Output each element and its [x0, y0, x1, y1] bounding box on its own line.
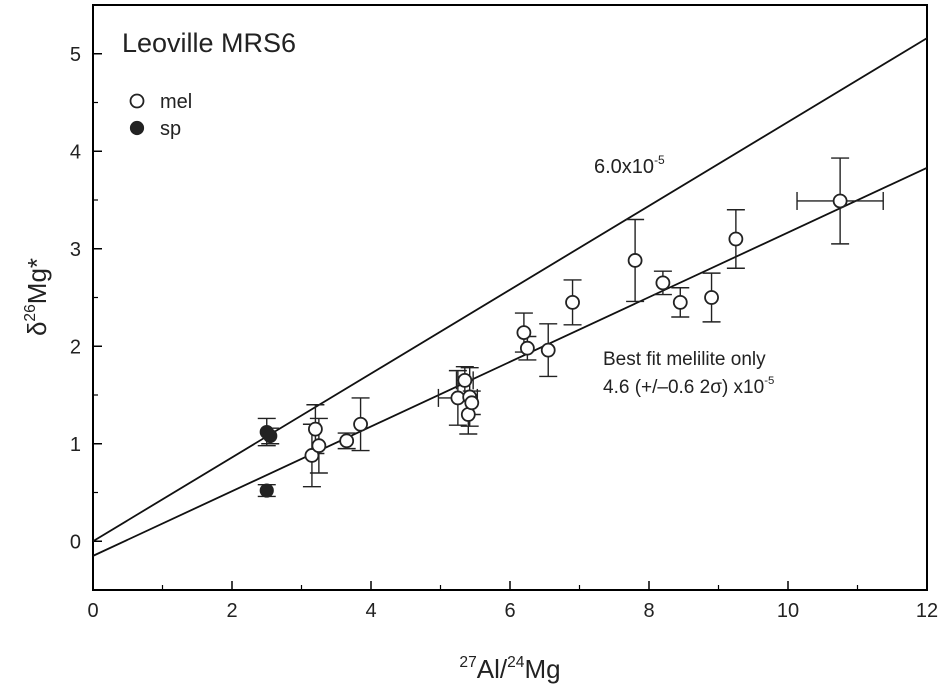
data-point-mel: [627, 253, 643, 268]
x-axis-label-sup2: 24: [507, 654, 525, 671]
x-tick-label: 2: [226, 600, 237, 622]
data-points: [259, 193, 848, 498]
line-label-6.0e-5: 6.0x10-5: [594, 153, 665, 178]
data-point-mel: [540, 342, 556, 358]
data-point-mel: [353, 416, 368, 432]
legend-label-sp: sp: [160, 118, 181, 140]
best-fit-label-line2: 4.6 (+/–0.6 2σ) x10-5: [603, 375, 774, 398]
y-axis-label-sup: 26: [22, 304, 39, 321]
y-tick-label: 2: [70, 336, 81, 358]
y-tick-label: 0: [70, 531, 81, 553]
x-axis-label-base2: Mg: [524, 654, 560, 684]
data-point-mel: [565, 294, 580, 310]
y-axis-label: δ26Mg*: [22, 258, 52, 336]
data-point-sp: [259, 483, 274, 498]
y-tick-label: 3: [70, 239, 81, 261]
x-axis-label-base1: Al/: [477, 654, 508, 684]
data-point-mel: [307, 421, 323, 437]
x-tick-label: 10: [777, 600, 799, 622]
best-fit-label-line2-exp: -5: [764, 375, 774, 387]
plot-frame: [92, 4, 928, 591]
x-tick-label: 0: [87, 600, 98, 622]
y-axis-label-prefix: δ: [22, 322, 52, 336]
legend: mel sp: [129, 91, 192, 140]
data-point-mel: [728, 231, 744, 247]
chart-title: Leoville MRS6: [122, 28, 296, 58]
x-tick-label: 6: [504, 600, 515, 622]
legend-marker-mel: [129, 93, 145, 109]
data-point-mel: [516, 325, 532, 341]
best-fit-label-line2-base: 4.6 (+/–0.6 2σ) x10: [603, 377, 764, 398]
best-fit-label-line1: Best fit melilite only: [603, 349, 766, 370]
x-tick-label: 12: [916, 600, 938, 622]
data-point-mel: [519, 340, 535, 356]
data-point-mel: [832, 193, 848, 209]
line-label-6.0e-5-base: 6.0x10: [594, 156, 654, 178]
x-tick-label: 4: [365, 600, 376, 622]
data-point-mel: [457, 372, 473, 388]
data-point-mel: [704, 290, 719, 305]
y-tick-label: 4: [70, 141, 81, 163]
legend-marker-sp: [129, 120, 145, 136]
data-point-sp: [263, 428, 278, 444]
x-tick-label: 8: [643, 600, 654, 622]
data-point-mel: [464, 395, 480, 411]
best-fit-line: [92, 167, 928, 557]
data-point-mel: [339, 433, 355, 449]
data-point-mel: [655, 275, 671, 291]
y-tick-label: 5: [70, 44, 81, 66]
reference-line-6.0e-5: [92, 37, 928, 543]
y-tick-label: 1: [70, 434, 81, 456]
legend-label-mel: mel: [160, 91, 192, 113]
x-axis: 0 2 4 6 8 10 12: [87, 581, 938, 622]
data-point-mel: [304, 448, 320, 463]
x-axis-label-sup1: 27: [459, 654, 476, 671]
data-point-mel: [672, 294, 688, 310]
x-axis-label: 27Al/24Mg: [459, 654, 560, 684]
y-axis-label-base: Mg*: [22, 258, 52, 304]
line-label-6.0e-5-exp: -5: [654, 153, 665, 167]
regression-lines: [92, 37, 928, 557]
y-axis: 0 1 2 3 4 5: [70, 44, 102, 553]
data-point-mel: [311, 438, 327, 454]
